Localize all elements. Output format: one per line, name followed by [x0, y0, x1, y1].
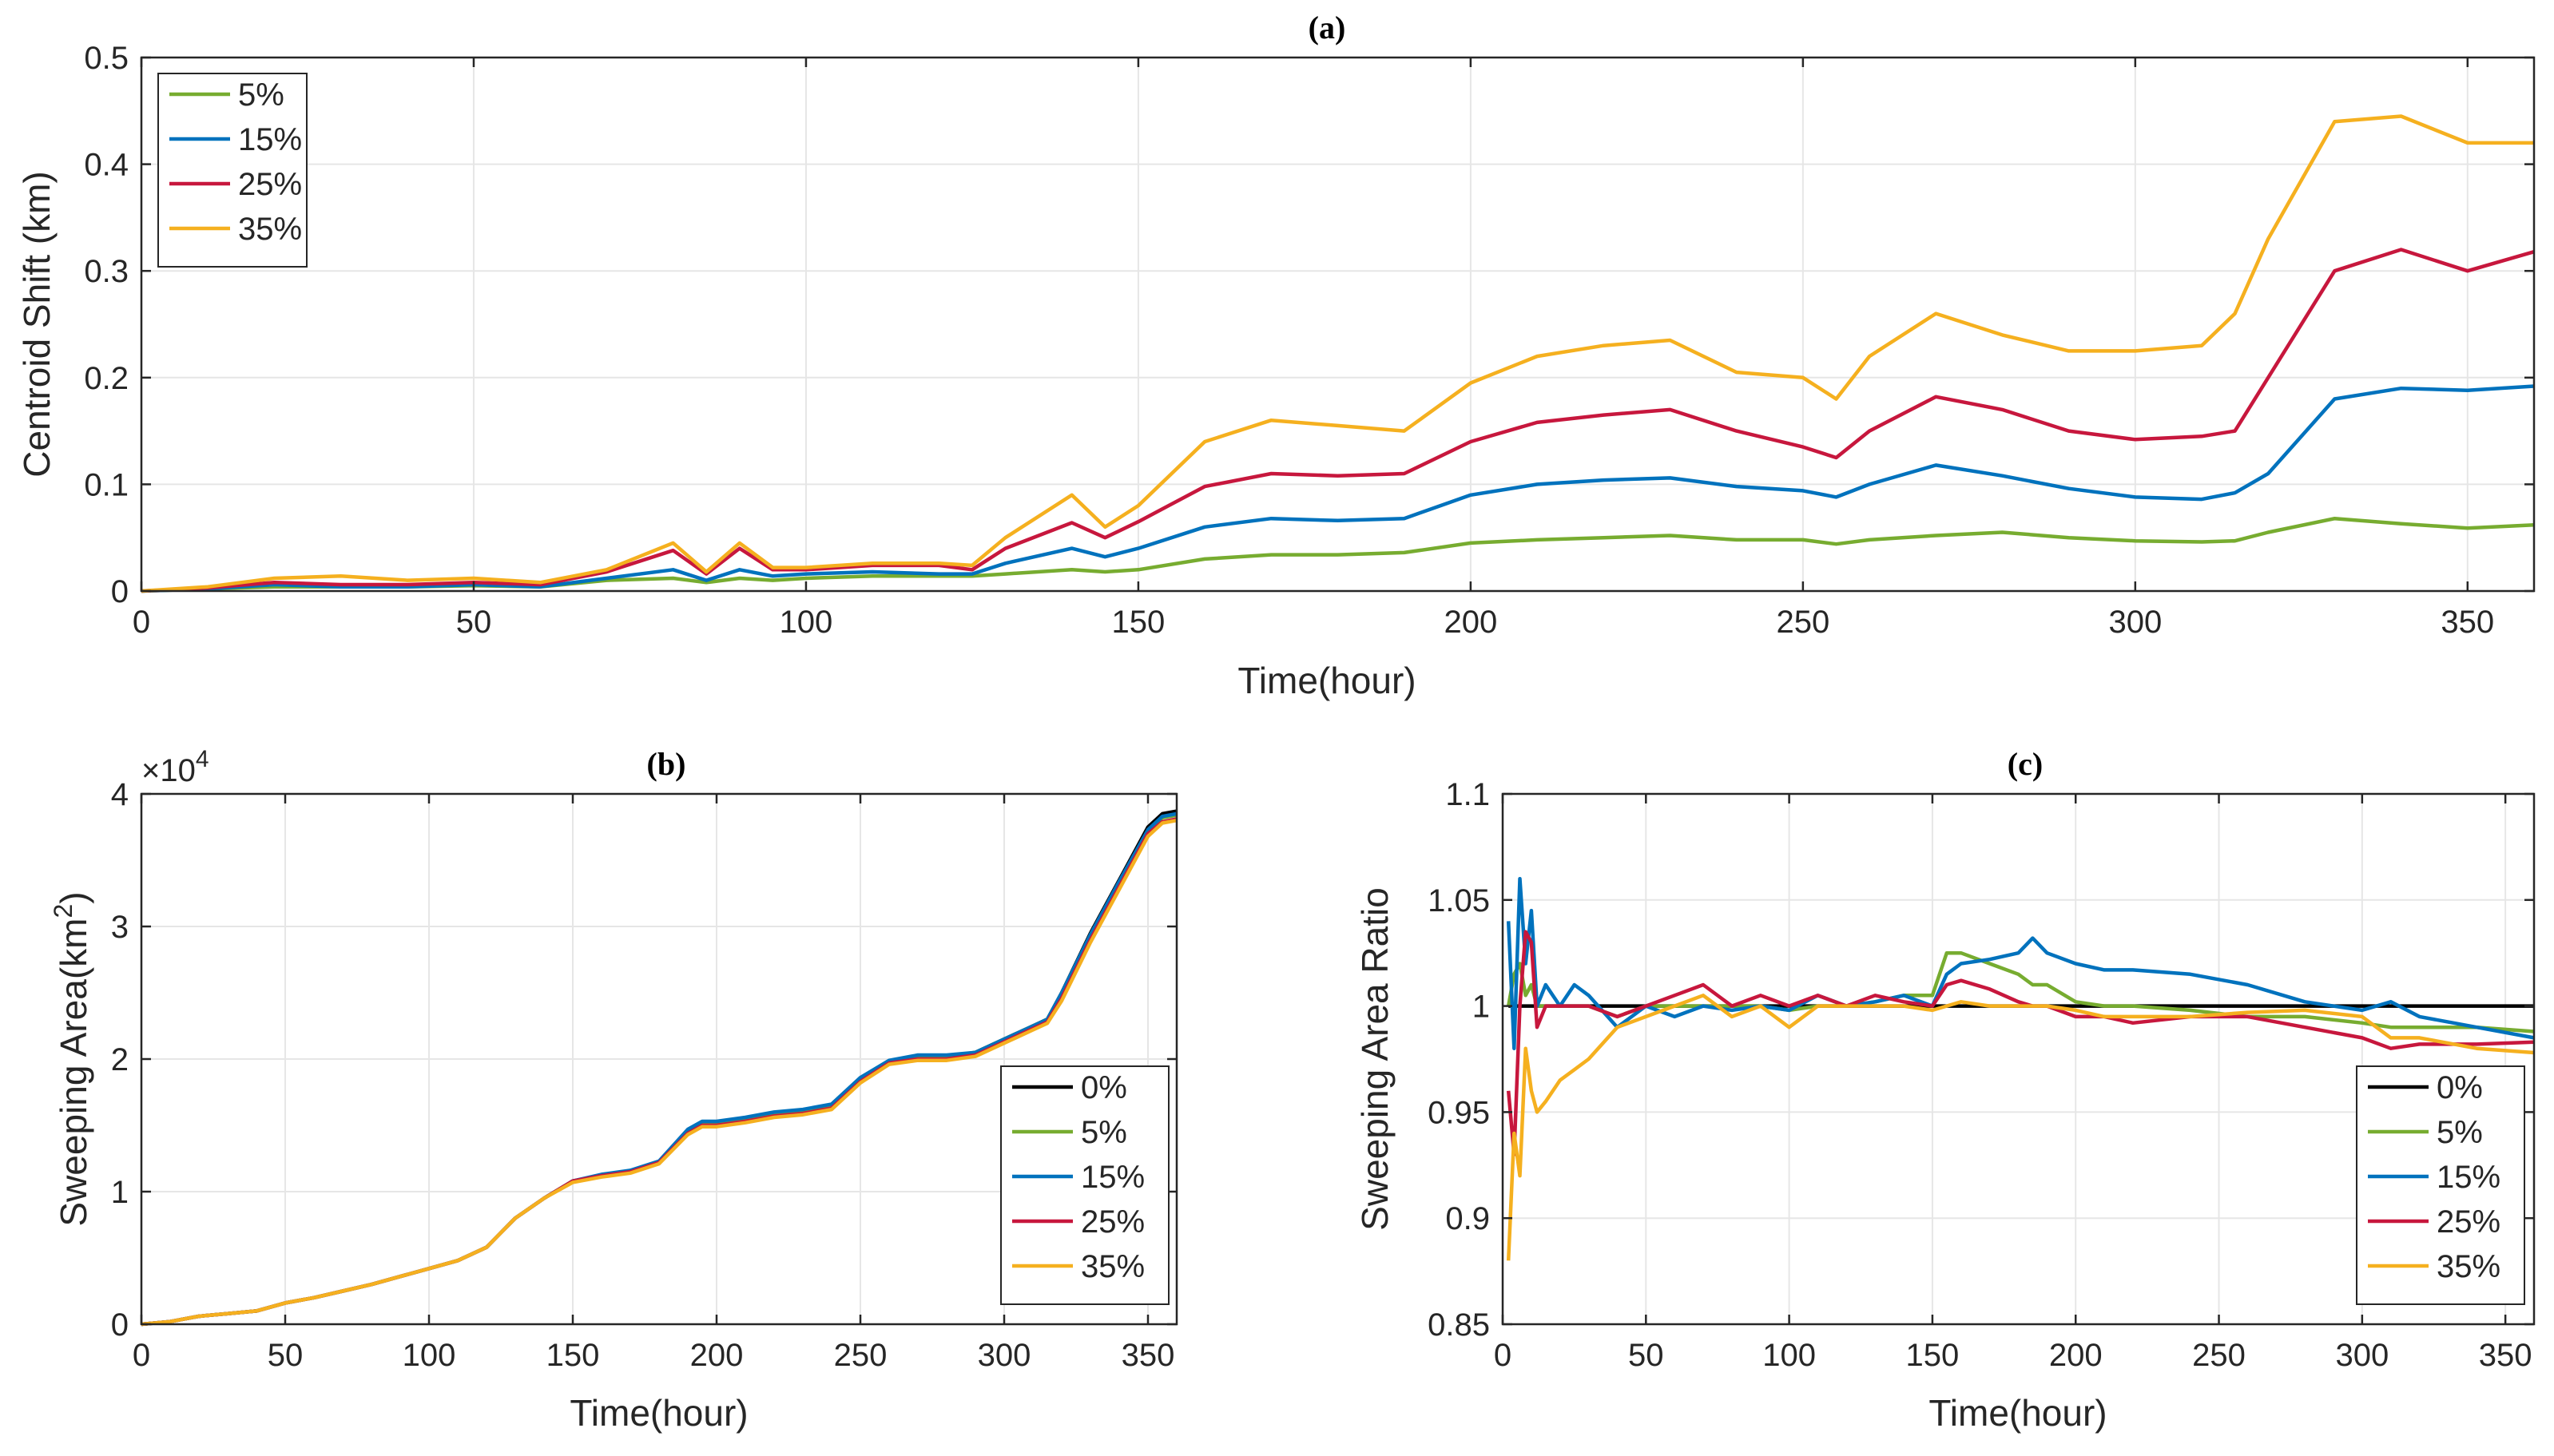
panel-c-ticks: 0 50 100 150 200 250 300 350 0.85 0.9 0.95 1 1.05 1.1 — [1428, 777, 2534, 1373]
panel-c-xlabel: Time(hour) — [1928, 1392, 2107, 1434]
x-tick-label: 0 — [133, 1338, 150, 1373]
x-tick-label: 250 — [2192, 1338, 2246, 1373]
legend-entry-label: 0% — [1081, 1070, 1127, 1105]
x-tick-label: 350 — [2479, 1338, 2532, 1373]
panel-b-exponent: ×104 — [141, 746, 209, 788]
legend-entry-label: 5% — [238, 77, 284, 113]
panel-a-xlabel: Time(hour) — [1237, 660, 1416, 701]
x-tick-label: 150 — [546, 1338, 600, 1373]
legend-entry-label: 25% — [2437, 1204, 2500, 1240]
panel-a-ylabel: Centroid Shift (km) — [16, 171, 58, 477]
legend-box — [157, 73, 308, 268]
y-tick-label: 0.9 — [1445, 1201, 1490, 1236]
panel-a-grid — [141, 57, 2534, 592]
legend-entry-label: 25% — [238, 167, 302, 202]
panel-b-ticks: 0 50 100 150 200 250 300 350 0 1 2 3 4 — [111, 777, 1177, 1373]
legend-entry-label: 15% — [1081, 1160, 1145, 1195]
series-line-35pct — [141, 114, 2534, 593]
x-tick-label: 300 — [978, 1338, 1031, 1373]
y-tick-label: 2 — [111, 1042, 129, 1077]
y-tick-label: 0 — [111, 1307, 129, 1343]
x-tick-label: 200 — [690, 1338, 744, 1373]
panel-a-axes-frame — [140, 56, 2536, 593]
y-tick-label: 0.1 — [84, 467, 129, 502]
y-tick-label: 0.95 — [1428, 1095, 1490, 1130]
x-tick-label: 50 — [456, 605, 492, 640]
y-tick-label: 3 — [111, 910, 129, 945]
panel-b-ylabel: Sweeping Area(km2) — [49, 891, 94, 1226]
x-tick-label: 0 — [1494, 1338, 1511, 1373]
y-tick-label: 1 — [111, 1175, 129, 1210]
panel-b: (b) ×104 0 50 100 150 200 250 300 350 0 1 2 3 4 Time… — [49, 746, 1178, 1434]
y-tick-label: 1 — [1472, 990, 1490, 1025]
series-line-25pct — [141, 248, 2535, 593]
x-tick-label: 50 — [268, 1338, 304, 1373]
panel-b-legend: 0% 5% 15% 25% 35% — [1000, 1065, 1170, 1305]
y-tick-label: 0.5 — [84, 41, 129, 76]
panel-a-lines — [141, 114, 2535, 593]
series-line-15pct — [1506, 876, 2535, 1050]
x-tick-label: 350 — [2441, 605, 2494, 640]
panel-c: (c) 0 50 100 150 200 250 300 350 0.85 0.9 0.95 1 1.0… — [1354, 746, 2536, 1434]
x-tick-label: 250 — [1776, 605, 1829, 640]
series-line-15pct — [141, 384, 2535, 593]
panel-a-legend: 5% 15% 25% 35% — [157, 73, 308, 268]
legend-entry-label: 35% — [2437, 1249, 2500, 1284]
panel-b-lines — [141, 809, 1178, 1327]
x-tick-label: 200 — [2049, 1338, 2103, 1373]
x-tick-label: 200 — [1444, 605, 1498, 640]
panel-b-xlabel: Time(hour) — [570, 1392, 748, 1434]
x-tick-label: 300 — [2335, 1338, 2389, 1373]
panel-c-title: (c) — [2008, 746, 2043, 782]
series-line-5pct — [1506, 950, 2535, 1033]
series-line-35pct — [141, 818, 1178, 1327]
panel-c-axes-frame — [1501, 792, 2536, 1326]
legend-entry-label: 15% — [238, 122, 302, 157]
legend-entry-label: 25% — [1081, 1204, 1145, 1240]
panel-b-axes-frame — [140, 792, 1178, 1326]
legend-entry-label: 0% — [2437, 1070, 2483, 1105]
legend-entry-label: 5% — [2437, 1115, 2483, 1150]
legend-entry-label: 15% — [2437, 1160, 2500, 1195]
x-tick-label: 150 — [1112, 605, 1166, 640]
panel-a-ticks: 0 50 100 150 200 250 300 350 0 0.1 0.2 0.3 0.4 0.5 — [84, 41, 2534, 640]
panel-c-ylabel: Sweeping Area Ratio — [1354, 887, 1396, 1231]
y-tick-label: 0 — [111, 574, 129, 609]
series-line-5pct — [141, 516, 2535, 593]
y-tick-label: 0.2 — [84, 361, 129, 396]
legend-entry-label: 35% — [1081, 1249, 1145, 1284]
y-tick-label: 1.1 — [1445, 777, 1490, 812]
x-tick-label: 250 — [834, 1338, 888, 1373]
series-line-25pct — [1506, 930, 2535, 1156]
panel-c-legend: 0% 5% 15% 25% 35% — [2356, 1065, 2525, 1305]
x-tick-label: 50 — [1628, 1338, 1664, 1373]
panel-a-title: (a) — [1309, 10, 1346, 46]
x-tick-label: 100 — [1762, 1338, 1816, 1373]
panel-c-lines — [1506, 876, 2535, 1261]
x-tick-label: 100 — [780, 605, 833, 640]
panel-b-title: (b) — [647, 746, 686, 782]
x-tick-label: 0 — [133, 605, 150, 640]
y-tick-label: 1.05 — [1428, 883, 1490, 918]
y-tick-label: 4 — [111, 777, 129, 812]
x-tick-label: 300 — [2108, 605, 2162, 640]
panel-a: (a) 0 50 100 150 200 250 300 350 0 0.1 0.2 0.3 0.4 0.… — [16, 10, 2536, 701]
x-tick-label: 100 — [403, 1338, 456, 1373]
y-tick-label: 0.4 — [84, 148, 129, 183]
y-tick-label: 0.85 — [1428, 1307, 1490, 1343]
legend-entry-label: 35% — [238, 212, 302, 247]
series-line-35pct — [1506, 994, 2535, 1261]
x-tick-label: 350 — [1122, 1338, 1175, 1373]
legend-entry-label: 5% — [1081, 1115, 1127, 1150]
y-tick-label: 0.3 — [84, 254, 129, 289]
x-tick-label: 150 — [1906, 1338, 1960, 1373]
